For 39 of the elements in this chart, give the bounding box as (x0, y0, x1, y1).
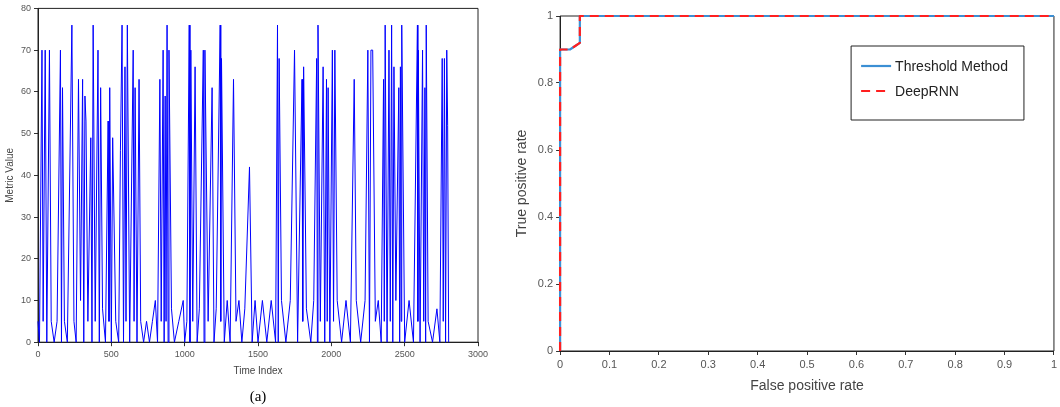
y-tick-label: 20 (21, 253, 32, 264)
y-axis-title: True positive rate (513, 129, 530, 238)
x-tick-label: 0 (557, 357, 564, 370)
y-tick-label: 30 (21, 211, 32, 222)
x-tick-label: 0.1 (601, 357, 618, 370)
y-tick-label: 80 (21, 2, 32, 13)
y-tick-label: 0 (26, 336, 32, 347)
y-axis-title: Metric Value (3, 147, 15, 203)
x-tick-label: 1000 (174, 349, 195, 360)
x-axis-title: False positive rate (750, 377, 865, 394)
x-tick-label: 500 (103, 349, 119, 360)
y-tick-label: 70 (21, 44, 32, 55)
x-tick-label: 0.6 (848, 357, 865, 370)
x-tick-label: 0.7 (898, 357, 914, 370)
y-tick-label: 0.4 (537, 210, 554, 223)
x-tick-label: 0.2 (651, 357, 667, 370)
x-tick-label: 1500 (247, 349, 269, 360)
x-tick-label: 0 (35, 349, 41, 360)
legend-label: DeepRNN (895, 82, 959, 99)
x-tick-label: 3000 (467, 349, 489, 360)
x-tick-label: 0.8 (947, 357, 963, 370)
x-tick-label: 0.9 (996, 357, 1013, 370)
x-axis-title: Time Index (233, 364, 283, 376)
y-tick-label: 0.8 (537, 76, 554, 89)
x-tick-label: 1 (1050, 357, 1057, 370)
y-tick-label: 10 (21, 294, 32, 305)
x-tick-label: 0.5 (799, 357, 815, 370)
y-tick-label: 40 (21, 169, 32, 180)
x-tick-label: 2500 (394, 349, 415, 360)
text: (a) (249, 388, 267, 406)
y-tick-label: 50 (21, 128, 32, 139)
legend-label: Threshold Method (895, 57, 1008, 74)
x-tick-label: 0.3 (700, 357, 716, 370)
y-tick-label: 0.2 (537, 277, 554, 290)
y-tick-label: 60 (21, 86, 32, 97)
y-tick-label: 1 (546, 9, 554, 22)
x-tick-label: 0.4 (749, 357, 766, 370)
y-tick-label: 0.6 (537, 143, 554, 156)
x-tick-label: 2000 (321, 349, 342, 360)
